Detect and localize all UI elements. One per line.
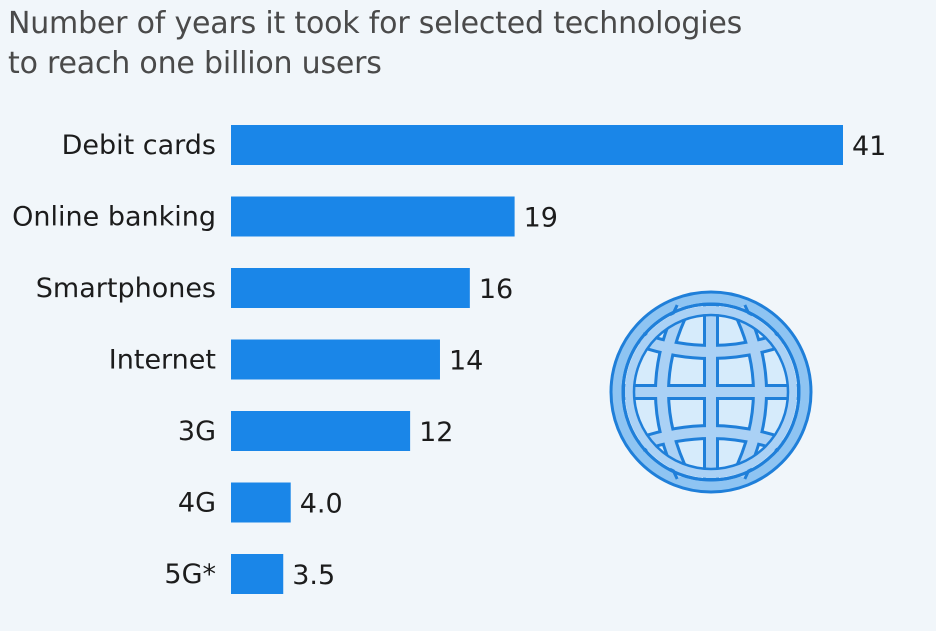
category-label: 4G <box>178 488 216 519</box>
category-label: Online banking <box>12 202 216 233</box>
chart-title-line-1: Number of years it took for selected tec… <box>8 6 743 41</box>
value-label: 19 <box>524 203 558 234</box>
bar-4g <box>231 482 291 523</box>
value-label: 14 <box>449 346 483 377</box>
bar-online-banking <box>231 196 515 237</box>
bar-5g <box>231 554 284 594</box>
bar-debit-cards <box>231 125 843 165</box>
category-label: 5G* <box>164 559 216 590</box>
chart-title-line-2: to reach one billion users <box>8 46 382 81</box>
category-label: Internet <box>109 345 216 376</box>
chart-title: Number of years it took for selected tec… <box>8 4 908 84</box>
value-label: 3.5 <box>292 560 335 591</box>
value-label: 16 <box>479 274 513 305</box>
bar-series: Debit cards 41 Online banking 19 Smartphones… <box>12 125 886 594</box>
bar-internet <box>231 339 440 380</box>
bar-3g <box>231 411 411 451</box>
value-label: 4.0 <box>300 489 343 520</box>
category-label: 3G <box>178 416 216 447</box>
globe-icon <box>609 290 813 494</box>
value-label: 41 <box>852 131 886 162</box>
category-label: Debit cards <box>62 130 216 161</box>
bar-smartphones <box>231 268 470 308</box>
value-label: 12 <box>419 417 453 448</box>
category-label: Smartphones <box>36 273 216 304</box>
